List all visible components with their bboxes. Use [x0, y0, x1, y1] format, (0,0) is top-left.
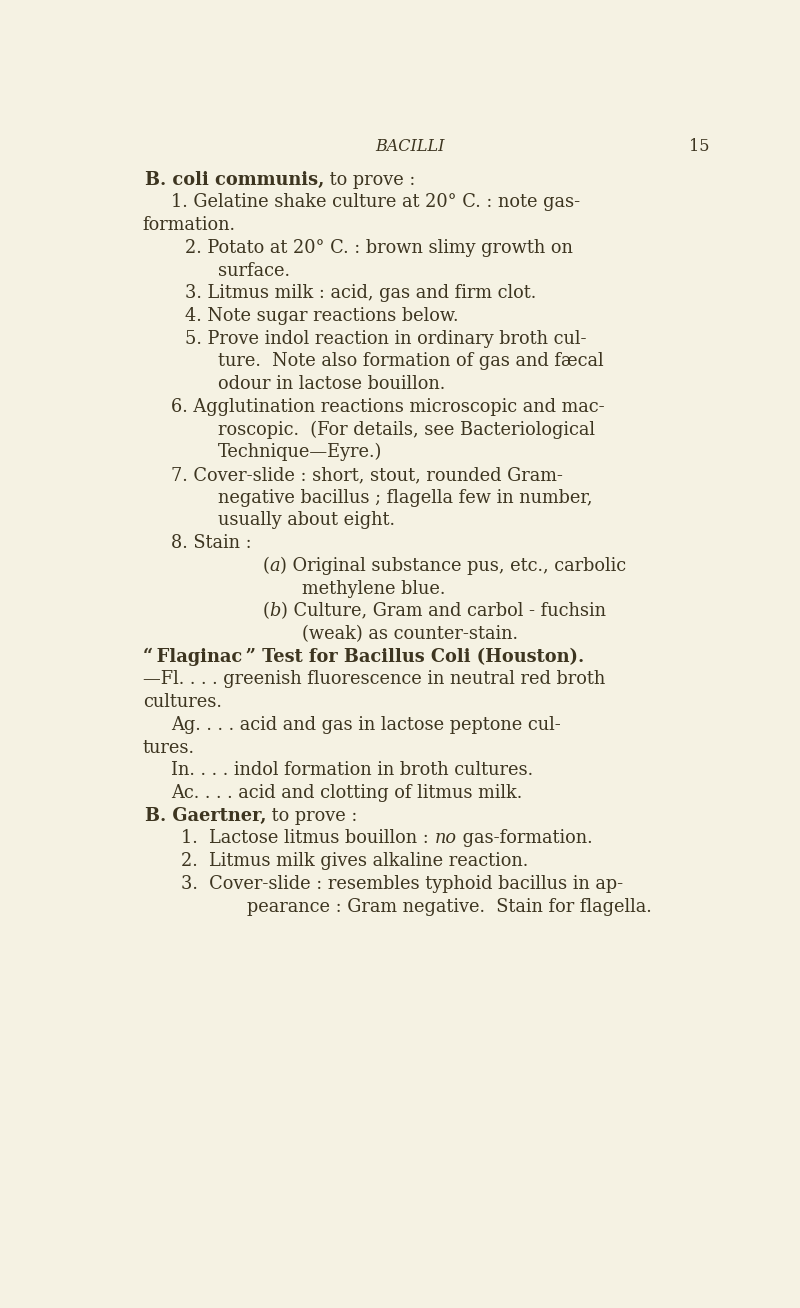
Text: tures.: tures. — [142, 739, 194, 756]
Text: a: a — [270, 557, 280, 574]
Text: In. . . . indol formation in broth cultures.: In. . . . indol formation in broth cultu… — [171, 761, 534, 780]
Text: Ac. . . . acid and clotting of litmus milk.: Ac. . . . acid and clotting of litmus mi… — [171, 783, 522, 802]
Text: formation.: formation. — [142, 216, 236, 234]
Text: B. coli communis,: B. coli communis, — [145, 170, 324, 188]
Text: (: ( — [262, 602, 270, 620]
Text: “ Flaginac ” Test for Bacillus Coli (Houston).: “ Flaginac ” Test for Bacillus Coli (Hou… — [142, 647, 584, 666]
Text: 2.  Litmus milk gives alkaline reaction.: 2. Litmus milk gives alkaline reaction. — [182, 852, 529, 870]
Text: gas-formation.: gas-formation. — [457, 829, 592, 848]
Text: methylene blue.: methylene blue. — [302, 579, 445, 598]
Text: 1.  Lactose litmus bouillon :: 1. Lactose litmus bouillon : — [182, 829, 434, 848]
Text: cultures.: cultures. — [142, 693, 222, 712]
Text: odour in lactose bouillon.: odour in lactose bouillon. — [218, 375, 445, 394]
Text: ture.  Note also formation of gas and fæcal: ture. Note also formation of gas and fæc… — [218, 352, 603, 370]
Text: to prove :: to prove : — [324, 170, 416, 188]
Text: B. Gaertner,: B. Gaertner, — [145, 807, 266, 825]
Text: 15: 15 — [689, 137, 710, 154]
Text: negative bacillus ; flagella few in number,: negative bacillus ; flagella few in numb… — [218, 489, 592, 506]
Text: 1. Gelatine shake culture at 20° C. : note gas-: 1. Gelatine shake culture at 20° C. : no… — [171, 194, 581, 212]
Text: Technique—Eyre.): Technique—Eyre.) — [218, 443, 382, 462]
Text: pearance : Gram negative.  Stain for flagella.: pearance : Gram negative. Stain for flag… — [247, 897, 652, 916]
Text: no: no — [434, 829, 457, 848]
Text: (: ( — [262, 557, 270, 574]
Text: 7. Cover-slide : short, stout, rounded Gram-: 7. Cover-slide : short, stout, rounded G… — [171, 466, 563, 484]
Text: 4. Note sugar reactions below.: 4. Note sugar reactions below. — [186, 307, 458, 324]
Text: 8. Stain :: 8. Stain : — [171, 534, 252, 552]
Text: BACILLI: BACILLI — [375, 137, 445, 154]
Text: surface.: surface. — [218, 262, 290, 280]
Text: usually about eight.: usually about eight. — [218, 511, 395, 530]
Text: 6. Agglutination reactions microscopic and mac-: 6. Agglutination reactions microscopic a… — [171, 398, 605, 416]
Text: to prove :: to prove : — [266, 807, 358, 825]
Text: (weak) as counter-stain.: (weak) as counter-stain. — [302, 625, 518, 644]
Text: —Fl. . . . greenish fluorescence in neutral red broth: —Fl. . . . greenish fluorescence in neut… — [142, 671, 605, 688]
Text: roscopic.  (For details, see Bacteriological: roscopic. (For details, see Bacteriologi… — [218, 420, 594, 438]
Text: 3.  Cover-slide : resembles typhoid bacillus in ap-: 3. Cover-slide : resembles typhoid bacil… — [182, 875, 623, 893]
Text: ) Culture, Gram and carbol - fuchsin: ) Culture, Gram and carbol - fuchsin — [281, 602, 606, 620]
Text: 5. Prove indol reaction in ordinary broth cul-: 5. Prove indol reaction in ordinary brot… — [186, 330, 586, 348]
Text: 3. Litmus milk : acid, gas and firm clot.: 3. Litmus milk : acid, gas and firm clot… — [186, 284, 537, 302]
Text: b: b — [270, 602, 281, 620]
Text: 2. Potato at 20° C. : brown slimy growth on: 2. Potato at 20° C. : brown slimy growth… — [186, 239, 573, 256]
Text: Ag. . . . acid and gas in lactose peptone cul-: Ag. . . . acid and gas in lactose pepton… — [171, 715, 561, 734]
Text: ) Original substance pus, etc., carbolic: ) Original substance pus, etc., carbolic — [280, 557, 626, 574]
